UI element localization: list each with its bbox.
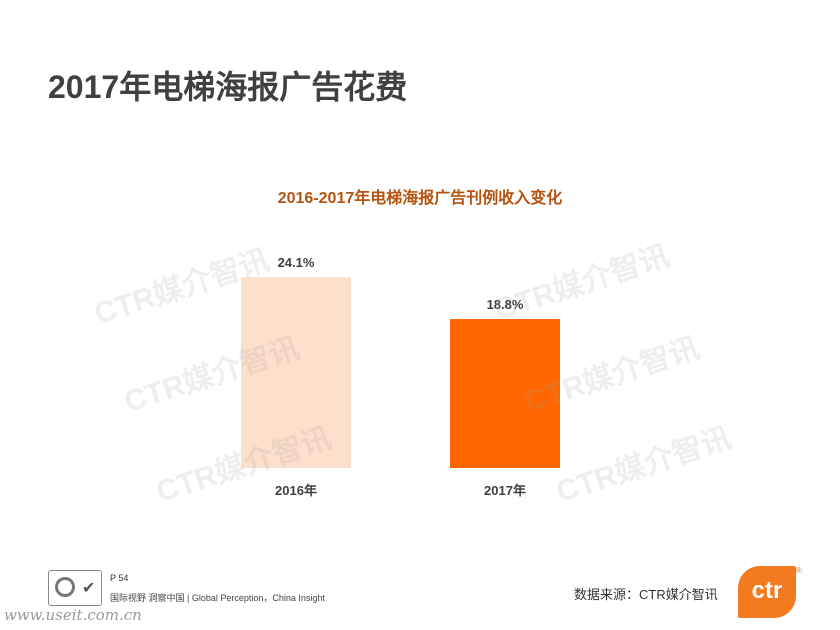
certification-badge: ✔ [48,570,102,606]
page-title: 2017年电梯海报广告花费 [48,69,408,105]
footer-tagline: 国际视野 洞察中国 | Global Perception，China Insi… [110,593,325,603]
data-source: 数据来源：CTR媒介智讯 [574,587,718,602]
registered-icon: ® [796,566,802,575]
site-watermark: www.useit.com.cn [4,606,142,624]
sgs-ring-icon [55,577,75,597]
bar-0 [241,277,351,468]
chart-title: 2016-2017年电梯海报广告刊例收入变化 [277,190,563,207]
bar-1 [450,319,560,468]
page-number: P 54 [110,573,129,583]
bar-value-label: 24.1% [278,255,315,270]
category-label: 2017年 [484,483,526,498]
check-icon: ✔ [82,580,96,597]
category-label: 2016年 [275,483,317,498]
ctr-logo-text: ctr [751,577,783,604]
bar-value-label: 18.8% [487,297,524,312]
ctr-logo: ctr [738,566,796,618]
